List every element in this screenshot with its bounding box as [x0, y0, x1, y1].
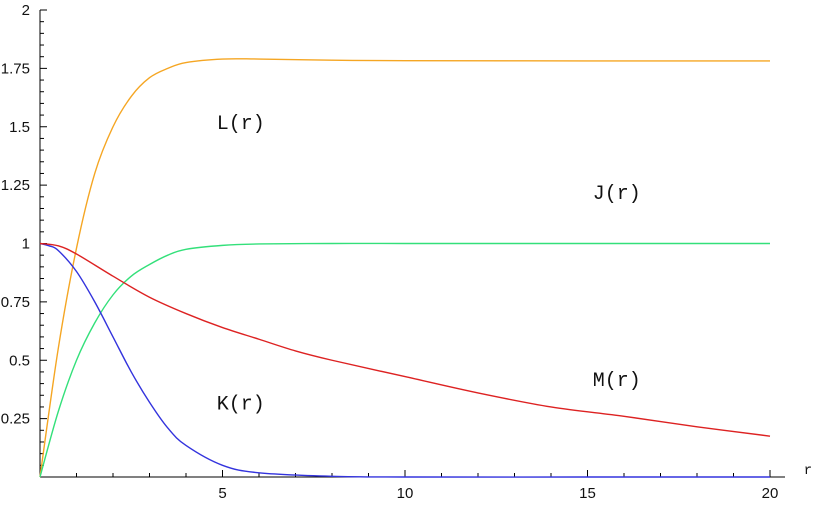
series-lines [39, 58, 771, 478]
y-tick-label: 1.75 [1, 60, 30, 77]
y-tick-label: 1 [22, 236, 30, 253]
x-axis-label: r [804, 463, 812, 479]
series-line-jr [39, 242, 771, 478]
y-tick-label: 2 [22, 2, 30, 19]
curve-label-kr: K(r) [217, 393, 265, 416]
series-line-kr [39, 242, 771, 478]
x-tick-label: 10 [397, 485, 414, 502]
series-line-lr [39, 58, 771, 478]
y-tick-label: 1.5 [9, 119, 30, 136]
series-line-mr [39, 242, 771, 437]
x-tick-label: 5 [218, 485, 226, 502]
curve-label-jr: J(r) [593, 183, 641, 206]
y-tick-label: 1.25 [1, 177, 30, 194]
y-tick-label: 0.75 [1, 294, 30, 311]
y-tick-label: 0.25 [1, 411, 30, 428]
curve-label-lr: L(r) [217, 113, 265, 136]
y-tick-label: 0.5 [9, 352, 30, 369]
curve-labels: L(r) J(r) M(r) K(r) [217, 113, 641, 416]
x-tick-label: 20 [762, 485, 779, 502]
tick-labels: 5 10 15 20 0.25 0.5 0.75 1 1.25 1.5 1.75 2 [1, 2, 779, 502]
x-tick-label: 15 [579, 485, 596, 502]
curve-label-mr: M(r) [593, 370, 641, 393]
